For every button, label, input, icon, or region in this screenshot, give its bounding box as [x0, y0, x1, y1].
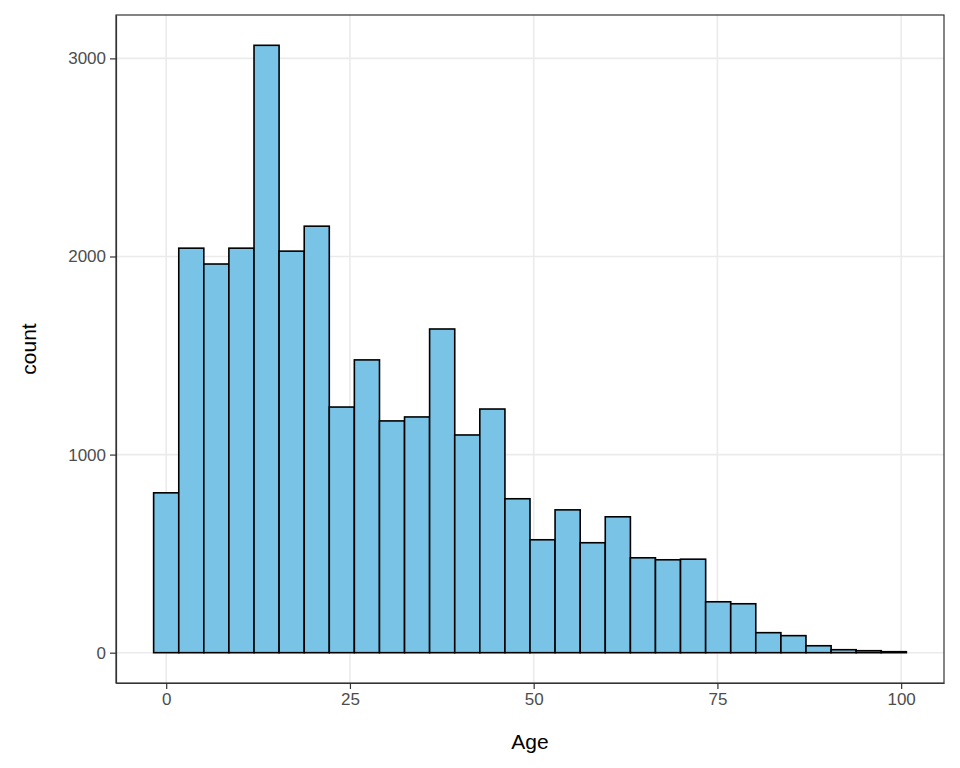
bar [405, 417, 430, 653]
y-axis-line [116, 16, 117, 684]
y-tick-mark [110, 454, 116, 455]
y-tick: 1000 [68, 446, 116, 465]
y-tick-mark [110, 256, 116, 257]
x-axis-title: Age [511, 730, 548, 753]
x-tick: 75 [708, 683, 727, 709]
bars [154, 45, 907, 652]
x-tick-mark [901, 683, 902, 689]
bar [856, 651, 881, 653]
bar [806, 646, 831, 653]
y-tick-label: 3000 [68, 49, 106, 68]
y-tick: 3000 [68, 49, 116, 68]
bar [279, 251, 304, 653]
grid-line-y [116, 58, 944, 60]
x-tick-label: 25 [341, 690, 360, 709]
y-tick: 2000 [68, 247, 116, 266]
bar [379, 421, 404, 653]
x-tick: 100 [887, 683, 915, 709]
x-tick-mark [534, 683, 535, 689]
x-tick-label: 75 [708, 690, 727, 709]
grid-line-x [900, 15, 902, 683]
plot: 02550751000100020003000 [68, 15, 944, 709]
bar [681, 559, 706, 653]
bar [204, 264, 229, 653]
bar [655, 560, 680, 653]
bar [480, 409, 505, 653]
bar [530, 540, 555, 653]
x-tick-label: 0 [162, 690, 171, 709]
bar [505, 499, 530, 653]
x-axis-line [117, 683, 945, 684]
x-tick: 0 [162, 683, 171, 709]
bar [831, 650, 856, 653]
bar [179, 248, 204, 653]
bar [731, 604, 756, 653]
bar [354, 360, 379, 653]
y-tick-mark [110, 653, 116, 654]
bar [605, 517, 630, 653]
bar [580, 543, 605, 653]
grid [116, 15, 944, 683]
y-tick-label: 1000 [68, 446, 106, 465]
x-tick-mark [166, 683, 167, 689]
bar [304, 226, 329, 653]
bar [756, 633, 781, 653]
y-axis: 0 1000 2000 3000 [68, 16, 116, 684]
bar [254, 45, 279, 652]
x-tick: 50 [525, 683, 544, 709]
panel-background [116, 15, 944, 683]
bar [154, 493, 179, 653]
x-tick-mark [717, 683, 718, 689]
panel-border [116, 15, 944, 683]
y-tick-mark [110, 58, 116, 59]
x-tick-label: 100 [887, 690, 915, 709]
bar [781, 636, 806, 653]
y-tick-label: 2000 [68, 247, 106, 266]
bar [229, 248, 254, 653]
y-tick: 0 [97, 644, 116, 663]
bar [329, 407, 354, 653]
bar [881, 651, 906, 654]
x-tick-label: 50 [525, 690, 544, 709]
y-axis-title: count [17, 323, 40, 375]
bar [630, 558, 655, 653]
x-axis: 0 25 50 75 100 [117, 683, 945, 709]
x-tick: 25 [341, 683, 360, 709]
bar [555, 510, 580, 653]
bar [455, 435, 480, 653]
bar [706, 602, 731, 653]
x-tick-mark [350, 683, 351, 689]
y-tick-label: 0 [97, 644, 106, 663]
grid-line-x [717, 15, 719, 683]
bar [430, 329, 455, 653]
